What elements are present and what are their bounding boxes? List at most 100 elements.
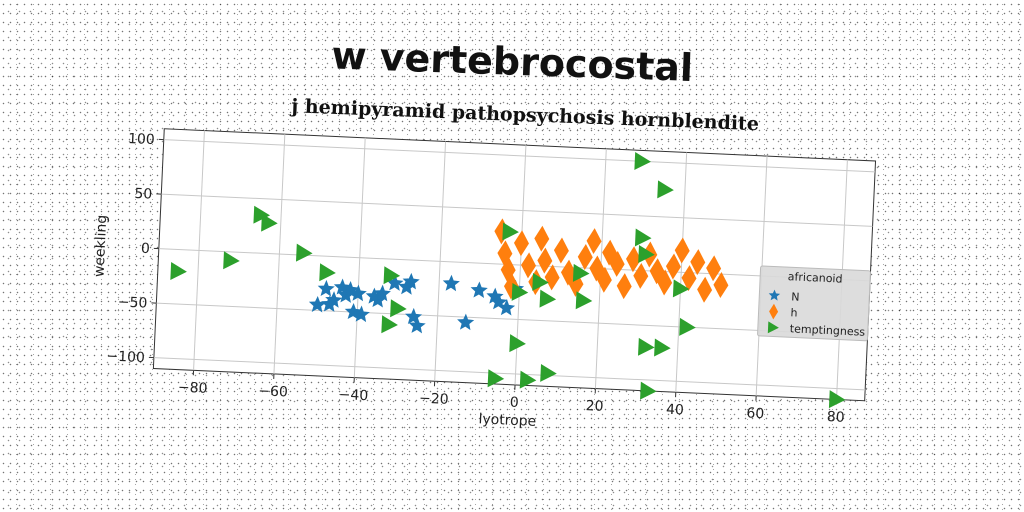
- data-point: [638, 245, 655, 263]
- y-gridline: [161, 193, 873, 227]
- data-point: [509, 334, 526, 353]
- data-point: [596, 266, 612, 293]
- data-point: [657, 269, 673, 296]
- data-point: [577, 244, 593, 271]
- data-point: [519, 370, 537, 389]
- data-point: [349, 284, 367, 302]
- data-point: [697, 276, 713, 303]
- x-axis-label: lyotrope: [478, 411, 536, 430]
- data-point: [681, 265, 697, 292]
- data-point: [365, 287, 383, 305]
- data-point: [586, 228, 602, 255]
- x-tick-label: 20: [585, 398, 604, 415]
- legend-label: N: [791, 290, 800, 303]
- data-point: [706, 255, 722, 282]
- data-point: [170, 261, 187, 280]
- data-point: [534, 225, 550, 252]
- data-point: [521, 252, 537, 279]
- legend-title: africanoid: [788, 270, 843, 285]
- data-point: [333, 278, 351, 295]
- data-point: [253, 205, 271, 224]
- data-point: [470, 281, 488, 298]
- data-point: [500, 256, 516, 283]
- data-point: [381, 315, 398, 334]
- data-point: [442, 274, 460, 292]
- data-point: [672, 279, 690, 298]
- data-point: [457, 313, 475, 331]
- data-point: [532, 272, 549, 291]
- x-tick-label: 80: [826, 409, 845, 426]
- data-point: [575, 291, 593, 310]
- data-point: [486, 287, 504, 305]
- axis-ticks: −80 −60 −40 −20 0 20 40 60 80 −100 −50 0 50 100: [106, 131, 845, 426]
- data-point: [633, 262, 649, 289]
- data-point: [490, 293, 508, 310]
- data-point: [657, 180, 674, 199]
- data-point: [572, 263, 590, 282]
- data-point: [344, 302, 362, 320]
- data-point: [539, 289, 557, 308]
- data-point: [679, 317, 696, 336]
- y-gridline: [163, 139, 876, 173]
- data-point: [317, 279, 335, 297]
- data-point: [325, 291, 343, 308]
- data-point: [352, 305, 370, 323]
- data-point: [502, 222, 519, 241]
- series-temptingness: [170, 152, 846, 409]
- y-gridline: [153, 357, 866, 391]
- data-point: [713, 272, 729, 299]
- x-tick-label: 0: [509, 395, 519, 411]
- data-point: [497, 240, 513, 267]
- data-point: [308, 295, 327, 313]
- grid: [153, 130, 876, 400]
- data-point: [295, 243, 313, 262]
- legend: africanoid Nh temptingness: [757, 265, 871, 342]
- data-point: [261, 213, 278, 232]
- legend-marker: [768, 289, 781, 301]
- data-point: [408, 316, 426, 334]
- data-point: [223, 251, 240, 270]
- data-point: [616, 273, 632, 300]
- data-point: [511, 282, 529, 301]
- legend-label: h: [790, 306, 798, 319]
- y-tick-label: 50: [134, 186, 153, 203]
- data-point: [665, 253, 681, 280]
- y-tick-label: −50: [117, 294, 147, 311]
- x-tick-label: −60: [258, 383, 288, 400]
- data-point: [386, 274, 404, 291]
- data-point: [319, 263, 336, 282]
- data-point: [540, 363, 557, 382]
- data-point: [537, 247, 553, 274]
- x-tick-label: −20: [419, 391, 449, 408]
- data-point: [674, 237, 690, 264]
- data-point: [390, 299, 407, 318]
- data-point: [828, 390, 846, 409]
- data-point: [553, 237, 569, 264]
- data-point: [634, 152, 651, 170]
- data-point: [634, 228, 652, 247]
- legend-box: [757, 265, 871, 342]
- data-point: [589, 255, 605, 282]
- x-tick-label: 40: [666, 402, 685, 419]
- x-tick-label: 60: [746, 405, 765, 422]
- y-tick-label: 100: [128, 131, 155, 148]
- data-point: [638, 337, 655, 356]
- data-point: [654, 338, 671, 357]
- y-tick-label: 0: [141, 241, 151, 257]
- data-point: [640, 381, 657, 400]
- y-gridline: [158, 248, 871, 282]
- data-point: [373, 284, 391, 302]
- data-point: [690, 249, 706, 276]
- x-tick-label: −40: [338, 387, 368, 404]
- data-point: [487, 369, 505, 388]
- legend-marker: [767, 321, 779, 334]
- data-point: [498, 299, 516, 316]
- data-point: [649, 258, 665, 285]
- y-gridline: [156, 302, 868, 336]
- data-point: [602, 239, 618, 266]
- y-tick-label: −100: [106, 348, 145, 366]
- x-tick-label: −80: [178, 380, 208, 397]
- legend-marker: [769, 303, 779, 320]
- legend-label: temptingness: [790, 322, 866, 338]
